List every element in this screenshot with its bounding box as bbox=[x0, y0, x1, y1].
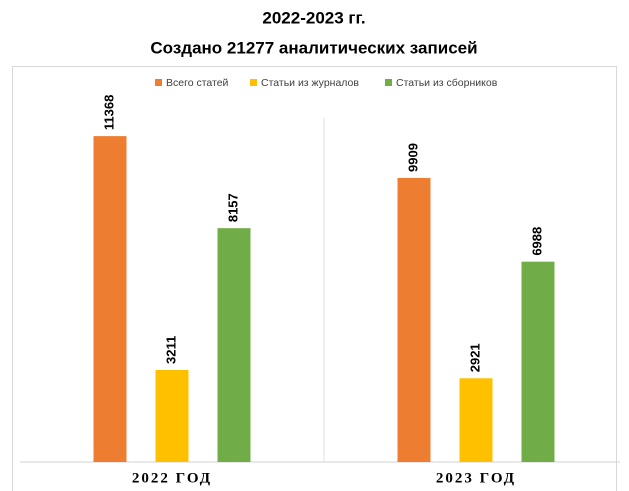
bar bbox=[93, 136, 127, 462]
chart-subtitle: Создано 21277 аналитических записей bbox=[150, 38, 477, 57]
data-label: 11368 bbox=[101, 95, 116, 130]
bar bbox=[521, 261, 555, 462]
data-label: 8157 bbox=[225, 193, 240, 222]
chart-title: 2022-2023 гг. bbox=[262, 8, 365, 27]
data-label: 3211 bbox=[163, 336, 178, 364]
legend-label: Статьи из журналов bbox=[261, 77, 359, 89]
data-label: 2921 bbox=[467, 343, 482, 372]
data-label: 9909 bbox=[405, 143, 420, 172]
bar bbox=[397, 177, 431, 462]
legend-label: Всего статей bbox=[166, 77, 229, 89]
bar bbox=[459, 378, 493, 462]
legend-swatch bbox=[385, 79, 392, 86]
legend-swatch bbox=[155, 79, 162, 86]
chart-frame bbox=[12, 66, 617, 491]
bar bbox=[155, 369, 189, 462]
x-tick-label: 2023 ГОД bbox=[436, 470, 516, 486]
legend-swatch bbox=[250, 79, 257, 86]
legend-label: Статьи из сборников bbox=[396, 77, 498, 89]
bar bbox=[217, 228, 251, 462]
data-label: 6988 bbox=[529, 227, 544, 256]
x-tick-label: 2022 ГОД bbox=[132, 470, 212, 486]
